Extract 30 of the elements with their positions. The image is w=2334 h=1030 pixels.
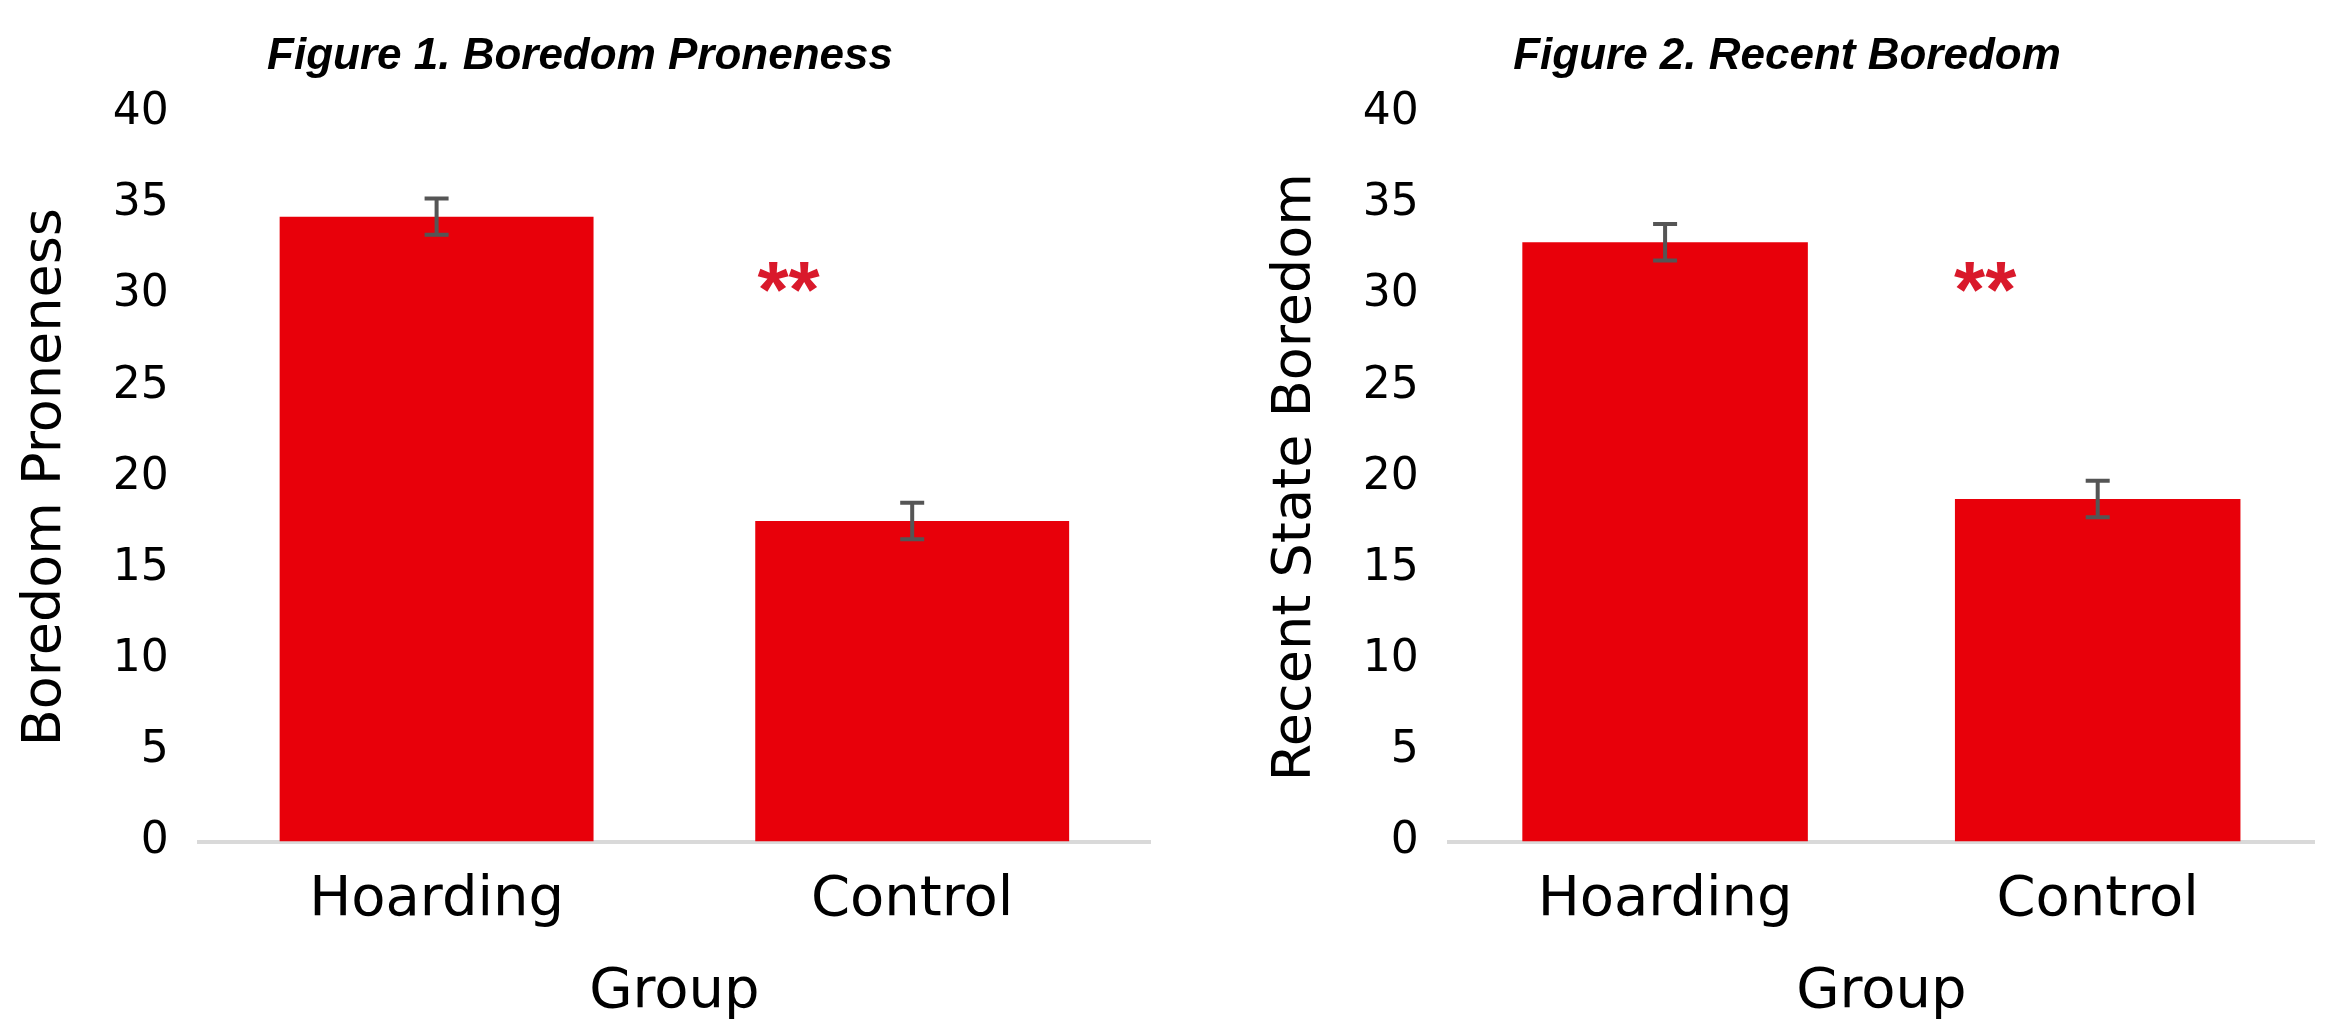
- annotation: **: [1954, 245, 2018, 335]
- y-tick-label: 30: [1362, 265, 1419, 317]
- y-tick-label: 30: [112, 265, 169, 317]
- y-tick-label: 0: [1390, 812, 1419, 864]
- x-axis-title: Group: [1796, 954, 1967, 1020]
- x-tick-label: Control: [810, 862, 1014, 928]
- y-axis-title: Boredom Proneness: [10, 208, 74, 747]
- y-tick-label: 40: [1362, 83, 1419, 135]
- y-tick-label: 0: [140, 812, 169, 864]
- chart-title: Figure 2. Recent Boredom: [1513, 28, 2061, 78]
- y-tick-label: 25: [1362, 356, 1419, 408]
- x-axis-title: Group: [589, 954, 760, 1020]
- y-tick-label: 25: [112, 356, 169, 408]
- y-tick-label: 15: [1362, 538, 1419, 590]
- annotation: **: [757, 245, 821, 335]
- y-tick-label: 5: [1390, 720, 1419, 772]
- chart-title: Figure 1. Boredom Proneness: [267, 28, 893, 78]
- x-tick-label: Hoarding: [309, 862, 565, 928]
- y-tick-label: 35: [1362, 174, 1419, 226]
- x-tick-label: Control: [1996, 862, 2199, 928]
- y-tick-label: 5: [140, 720, 169, 772]
- y-tick-label: 10: [1362, 629, 1419, 681]
- y-axis-title: Recent State Boredom: [1260, 173, 1324, 782]
- x-tick-label: Hoarding: [1537, 862, 1793, 928]
- y-tick-label: 35: [112, 174, 169, 226]
- y-tick-label: 10: [112, 629, 169, 681]
- y-tick-label: 15: [112, 538, 169, 590]
- y-tick-label: 20: [112, 447, 169, 499]
- y-tick-label: 40: [112, 83, 169, 135]
- y-tick-label: 20: [1362, 447, 1419, 499]
